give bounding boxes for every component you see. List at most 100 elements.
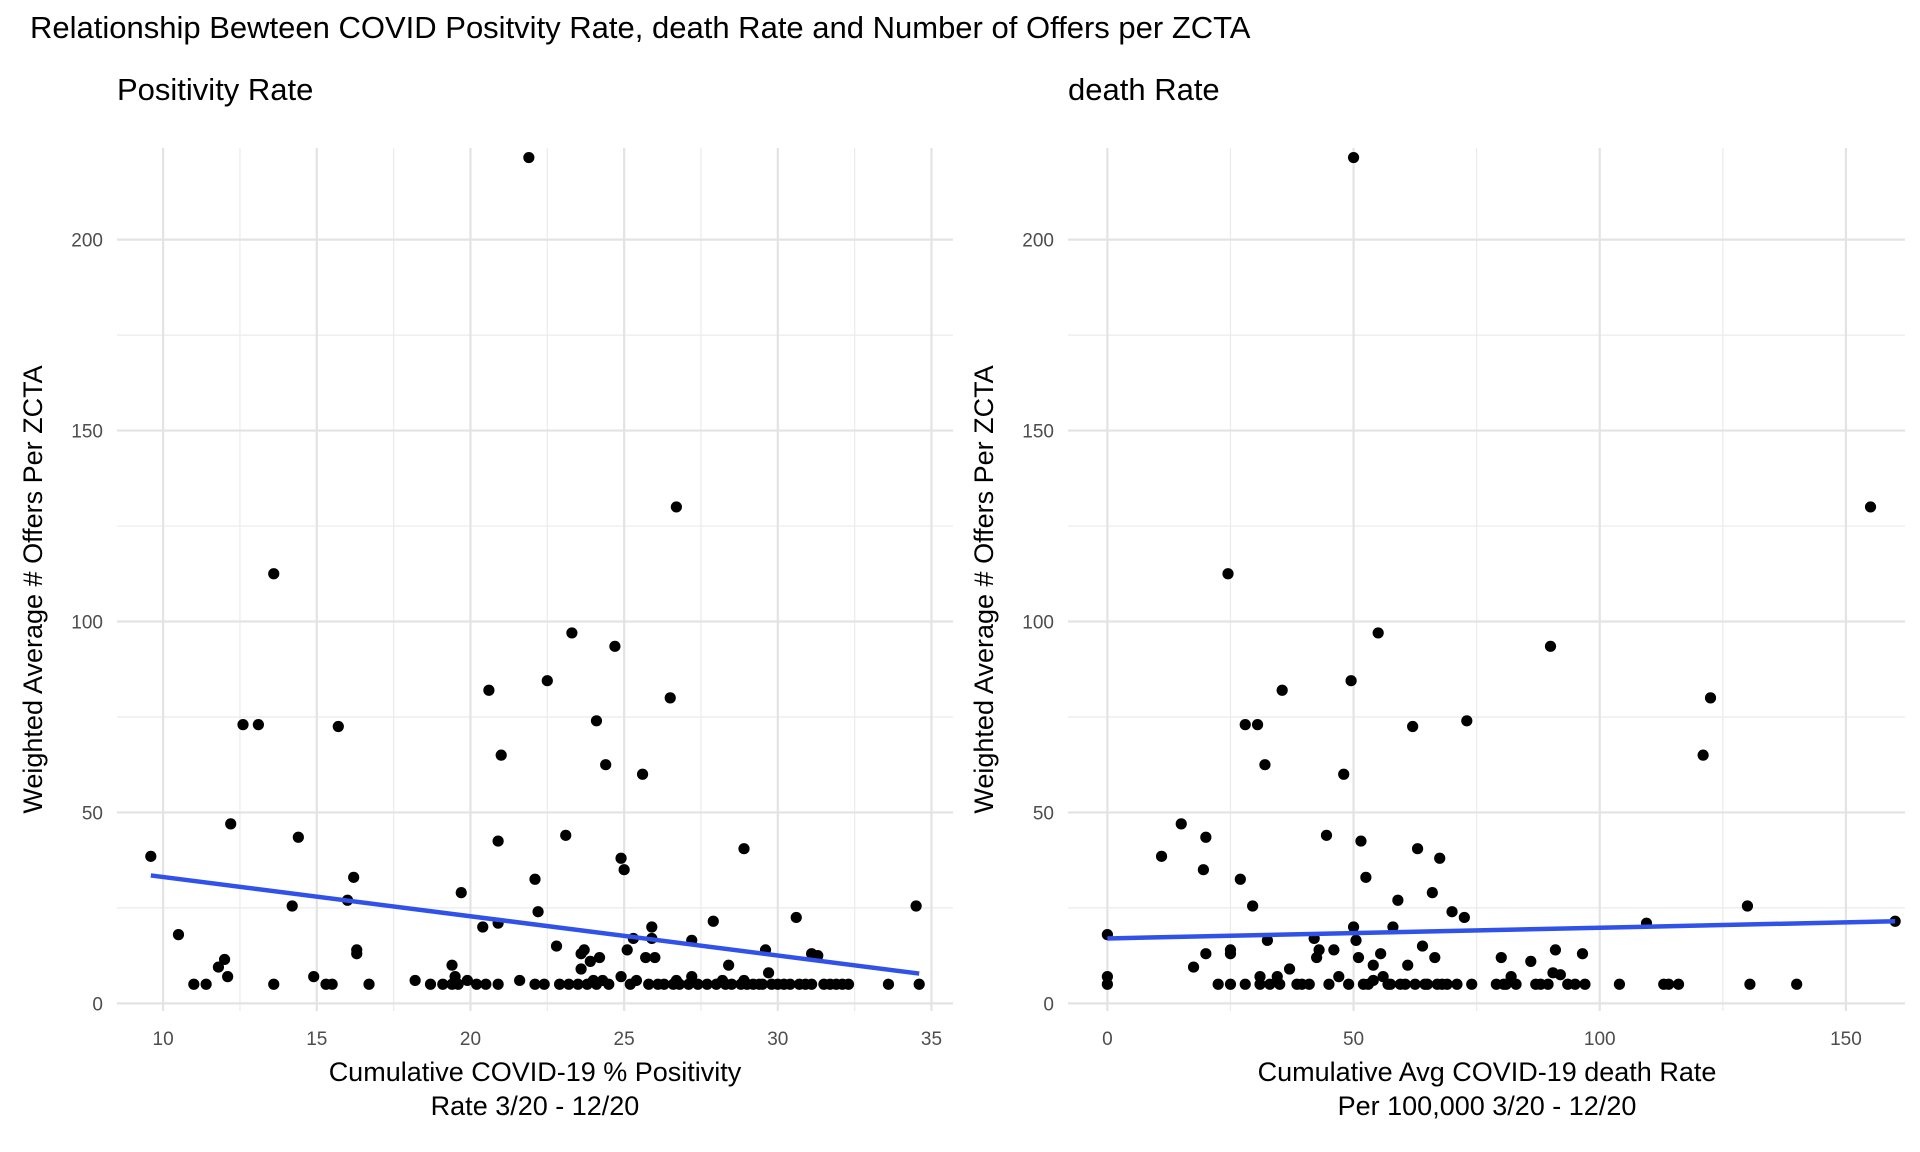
data-point [1375,948,1387,960]
data-point [1224,978,1237,990]
data-point [1461,715,1473,727]
data-point [529,873,541,885]
data-point [1347,921,1360,933]
data-point [1254,978,1266,990]
data-point [1387,921,1399,933]
panel-subtitle: death Rate [1068,72,1220,107]
data-point [1579,978,1591,990]
data-point [1407,720,1419,733]
data-point [806,978,818,990]
data-point [446,959,458,971]
data-point [1525,955,1537,967]
data-point [578,944,590,956]
data-point [560,829,572,841]
data-point [1367,974,1379,987]
data-point [492,978,504,990]
data-point [1554,969,1566,981]
data-point [646,921,658,933]
data-point [452,978,464,990]
x-axis-label: Rate 3/20 - 12/20 [431,1091,640,1121]
x-tick-label: 35 [921,1029,942,1050]
data-point [1175,818,1187,830]
data-point [1451,978,1463,990]
x-tick-label: 100 [1584,1029,1616,1050]
data-point [1542,978,1554,990]
data-point [471,978,483,990]
y-axis-label: Weighted Average # Offers Per ZCTA [969,365,999,813]
data-point [1222,568,1234,580]
data-point [1274,978,1286,990]
data-point [1569,978,1581,990]
data-point [1429,951,1441,964]
data-point [913,978,925,990]
data-point [1101,978,1113,990]
data-point [188,978,200,990]
data-point [1155,850,1168,862]
main-title: Relationship Bewteen COVID Positvity Rat… [30,10,1251,45]
death-rate-panel: 0 50 100 150 0 50 100 150 200 death Rate Cumulativ… [969,72,1905,1121]
data-point [1247,900,1259,912]
data-point [790,911,802,924]
data-point [1239,719,1251,731]
data-point [882,978,895,990]
data-point [1200,948,1212,960]
data-point [1697,749,1709,761]
data-point [1338,768,1350,780]
data-point [723,959,735,971]
data-point [686,971,698,983]
data-point [553,978,566,990]
data-point [572,978,584,990]
data-point [1446,906,1458,918]
data-point [1384,978,1397,990]
trend-line [150,873,920,976]
data-point [1399,978,1411,990]
data-point [609,640,621,652]
data-point [563,978,575,990]
y-tick-label: 50 [1033,803,1054,824]
data-point [615,971,627,983]
data-point [1343,978,1355,990]
data-point [590,715,603,727]
x-axis-label: Cumulative Avg COVID-19 death Rate [1258,1057,1717,1087]
x-axis-label: Cumulative COVID-19 % Positivity [329,1057,742,1087]
data-point [538,978,550,990]
data-point [1744,978,1756,990]
data-point [658,978,670,990]
data-point [222,971,234,983]
data-point [252,719,264,731]
data-point [1187,961,1200,973]
y-tick-label: 200 [1022,231,1054,252]
data-point [212,961,225,973]
data-point [1613,978,1626,990]
data-point [1741,900,1754,912]
data-point [1864,501,1877,513]
data-point [1392,894,1404,906]
data-point [1276,684,1288,696]
data-point [268,568,280,580]
data-point [1347,151,1360,164]
data-point [145,850,157,862]
data-point [492,835,504,847]
data-point [1355,835,1367,847]
x-tick-label: 0 [1102,1029,1113,1050]
y-tick-label: 100 [71,613,103,634]
data-point [1409,978,1421,990]
data-point [1372,627,1384,639]
data-point [1495,951,1507,964]
data-point [1576,948,1589,960]
data-point [649,951,661,964]
data-point [424,978,437,990]
data-point [455,887,467,899]
data-point [1466,978,1478,990]
data-point [550,940,563,952]
data-point [1350,934,1362,946]
data-point [593,951,606,964]
data-point [1426,887,1438,899]
data-point [692,978,704,990]
data-point [1303,978,1315,990]
data-point [621,944,633,956]
data-point [351,948,363,960]
panel-subtitle: Positivity Rate [117,72,313,107]
data-point [1544,640,1557,652]
data-point [673,978,686,990]
